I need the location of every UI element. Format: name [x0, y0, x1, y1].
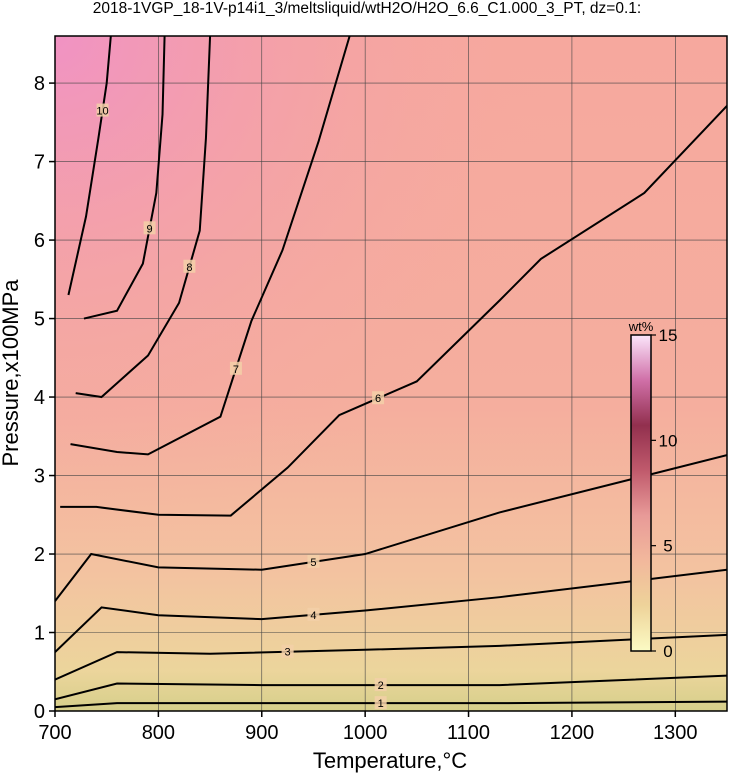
- contour-label: 7: [233, 364, 239, 376]
- contour-label: 4: [310, 610, 316, 622]
- colorbar-tick-label: 15: [659, 326, 678, 345]
- contour-label-bg: [281, 644, 294, 658]
- plot-frame: [54, 35, 728, 712]
- y-tick-label: 3: [34, 466, 45, 488]
- contour-label-bg: [374, 696, 387, 710]
- contour-label-bg: [307, 607, 320, 621]
- contour-label: 1: [378, 698, 384, 710]
- y-axis-label: Pressure,x100MPa: [0, 279, 23, 467]
- x-tick-label: 1000: [343, 722, 388, 744]
- contour-label-bg: [229, 361, 242, 375]
- contour-label-bg: [183, 259, 196, 273]
- contour-line: [75, 36, 212, 399]
- contour-label-bg: [307, 554, 320, 568]
- contour-label: 5: [310, 557, 316, 569]
- chart-title: 2018-1VGP_18-1V-p14i1_3/meltsliquid/wtH2…: [93, 0, 641, 17]
- y-tick-label: 5: [34, 309, 45, 331]
- contour-label-bg: [96, 103, 109, 117]
- x-tick-label: 1100: [447, 722, 490, 744]
- colorbar: wt% 0 5 10 15: [628, 319, 678, 661]
- y-tick-label: 1: [34, 623, 45, 645]
- x-tick-label: 1200: [550, 722, 595, 744]
- colorbar-label: wt%: [628, 319, 654, 334]
- x-axis-label: Temperature,°C: [313, 748, 467, 773]
- colorbar-tick-label: 10: [659, 431, 678, 450]
- contour-line: [55, 568, 727, 653]
- y-tick-label: 4: [34, 387, 45, 409]
- y-tick-label: 8: [34, 73, 45, 95]
- contour-label-bg: [374, 678, 387, 692]
- x-tick-label: 1300: [653, 722, 698, 744]
- contour-labels: 1 2 3 4 5 6 7 8 9 10: [96, 103, 387, 710]
- contour-label: 3: [285, 647, 291, 659]
- colorbar-tick-label: 5: [663, 537, 672, 556]
- contour-label: 8: [186, 262, 192, 274]
- contour-label: 2: [378, 680, 384, 692]
- contour-line: [55, 674, 727, 701]
- y-tick-label: 0: [34, 701, 45, 723]
- contour-label-bg: [372, 391, 385, 405]
- contour-label: 6: [375, 393, 381, 405]
- contour-label: 10: [96, 106, 108, 118]
- contour-line: [55, 700, 727, 709]
- plot-shading: [55, 36, 727, 711]
- x-tick-label: 700: [38, 722, 71, 744]
- y-tick-label: 7: [34, 152, 45, 174]
- contour-label-bg: [143, 221, 156, 235]
- x-tick-label: 800: [142, 722, 175, 744]
- y-tick-label: 6: [34, 230, 45, 252]
- colorbar-tick-label: 0: [663, 642, 672, 661]
- y-tick-label: 2: [34, 544, 45, 566]
- contour-label: 9: [147, 223, 153, 235]
- contour-line: [67, 36, 112, 296]
- contour-line: [55, 454, 727, 602]
- x-tick-label: 900: [245, 722, 278, 744]
- colorbar-fill: [630, 334, 652, 652]
- contour-line: [60, 105, 727, 517]
